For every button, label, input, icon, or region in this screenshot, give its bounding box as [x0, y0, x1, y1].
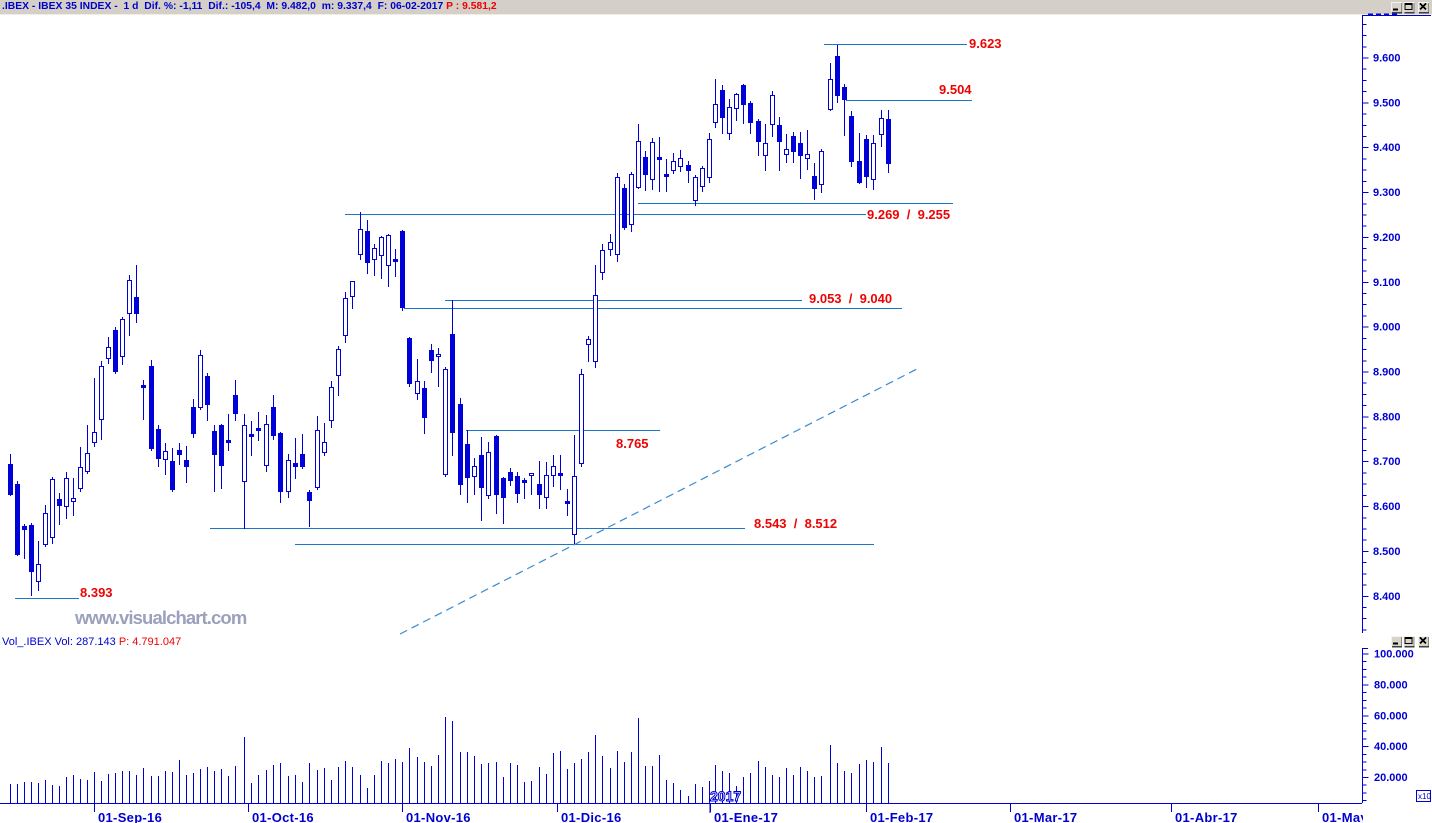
svg-text:8.543 / 8.512: 8.543 / 8.512	[754, 516, 837, 531]
svg-text:01-Oct-16: 01-Oct-16	[252, 810, 314, 823]
svg-text:2017: 2017	[710, 788, 741, 804]
svg-text:www.visualchart.com: www.visualchart.com	[74, 607, 247, 628]
svg-text:x10: x10	[1418, 792, 1431, 801]
svg-text:8.800: 8.800	[1373, 411, 1401, 423]
svg-text:8.393: 8.393	[80, 585, 113, 600]
svg-text:8.765: 8.765	[616, 436, 649, 451]
svg-text:01-Abr-17: 01-Abr-17	[1175, 810, 1238, 823]
svg-text:8.500: 8.500	[1373, 546, 1401, 558]
svg-text:60.000: 60.000	[1374, 710, 1408, 722]
svg-text:9.200: 9.200	[1373, 232, 1401, 244]
svg-text:01-Feb-17: 01-Feb-17	[870, 810, 933, 823]
svg-text:9.000: 9.000	[1373, 322, 1401, 334]
svg-text:9.400: 9.400	[1373, 142, 1401, 154]
svg-text:01-Sep-16: 01-Sep-16	[98, 810, 162, 823]
svg-text:9.269 / 9.255: 9.269 / 9.255	[867, 207, 950, 222]
svg-text:9.053 / 9.040: 9.053 / 9.040	[809, 291, 892, 306]
svg-text:01-Ene-17: 01-Ene-17	[714, 810, 778, 823]
svg-text:8.900: 8.900	[1373, 366, 1401, 378]
svg-text:01-Dic-16: 01-Dic-16	[561, 810, 622, 823]
svg-text:9.600: 9.600	[1373, 53, 1401, 65]
svg-text:9.300: 9.300	[1373, 187, 1401, 199]
svg-text:01-Nov-16: 01-Nov-16	[406, 810, 471, 823]
svg-text:9.100: 9.100	[1373, 277, 1401, 289]
svg-text:80.000: 80.000	[1374, 679, 1408, 691]
svg-text:9.504: 9.504	[939, 82, 972, 97]
svg-text:8.400: 8.400	[1373, 591, 1401, 603]
svg-text:9.500: 9.500	[1373, 97, 1401, 109]
svg-text:01-May-17: 01-May-17	[1322, 810, 1388, 823]
svg-text:40.000: 40.000	[1374, 741, 1408, 753]
svg-text:Vol_.IBEX Vol: 287.143 P: 4.79: Vol_.IBEX Vol: 287.143 P: 4.791.047	[2, 636, 181, 648]
svg-text:01-Mar-17: 01-Mar-17	[1014, 810, 1077, 823]
svg-text:8.600: 8.600	[1373, 501, 1401, 513]
svg-text:9.623: 9.623	[969, 36, 1002, 51]
svg-text:8.700: 8.700	[1373, 456, 1401, 468]
svg-text:20.000: 20.000	[1374, 772, 1408, 784]
svg-text:100.000: 100.000	[1374, 649, 1414, 661]
